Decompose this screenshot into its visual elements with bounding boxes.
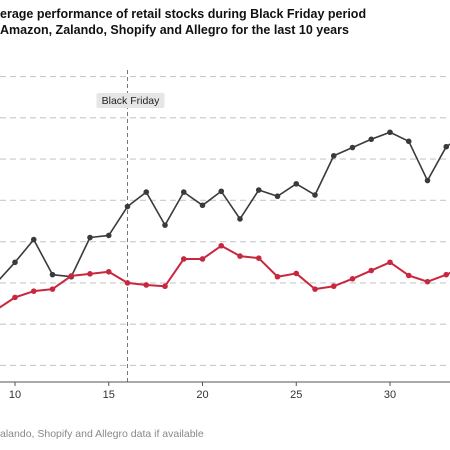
data-point bbox=[218, 242, 225, 249]
data-point bbox=[293, 181, 300, 187]
chart-title-block: erage performance of retail stocks durin… bbox=[0, 7, 450, 38]
x-tick-label: 25 bbox=[290, 389, 302, 401]
x-tick-label: 20 bbox=[196, 389, 208, 401]
data-point bbox=[255, 187, 262, 193]
data-point bbox=[349, 144, 356, 151]
data-point bbox=[387, 259, 393, 266]
series-group bbox=[0, 129, 450, 309]
data-point bbox=[237, 216, 243, 222]
black-friday-label-box bbox=[96, 93, 165, 108]
data-point bbox=[30, 236, 37, 243]
data-point bbox=[87, 234, 93, 241]
chart-caption: alando, Shopify and Allegro data if avai… bbox=[0, 428, 204, 440]
x-tick-label: 15 bbox=[103, 389, 115, 401]
chart-subtitle: Amazon, Zalando, Shopify and Allegro for… bbox=[0, 22, 349, 37]
data-point bbox=[312, 286, 318, 292]
data-point bbox=[330, 152, 337, 159]
data-point bbox=[49, 271, 56, 278]
data-point bbox=[293, 270, 300, 277]
data-point bbox=[143, 282, 150, 288]
data-point bbox=[105, 232, 112, 239]
data-point bbox=[405, 138, 412, 145]
data-point bbox=[124, 203, 131, 210]
data-point bbox=[424, 278, 431, 285]
data-point bbox=[443, 143, 450, 150]
data-point bbox=[124, 280, 131, 286]
data-point bbox=[12, 259, 18, 266]
data-point bbox=[237, 253, 243, 259]
data-point bbox=[255, 255, 262, 261]
data-point bbox=[312, 192, 318, 198]
chart-title: erage performance of retail stocks durin… bbox=[0, 7, 367, 21]
data-point bbox=[274, 193, 281, 200]
data-point bbox=[443, 271, 450, 278]
data-point bbox=[274, 273, 281, 280]
data-point bbox=[387, 129, 393, 136]
x-axis-ticks: 10 15 20 25 30 bbox=[9, 382, 396, 401]
annotation-group: Black Friday bbox=[96, 70, 165, 382]
data-point bbox=[143, 189, 150, 195]
data-point bbox=[162, 283, 168, 290]
data-point bbox=[405, 272, 412, 279]
series-line-1 bbox=[0, 131, 450, 280]
data-point bbox=[349, 275, 356, 282]
data-point bbox=[218, 188, 225, 195]
data-point bbox=[68, 273, 75, 279]
data-point bbox=[49, 286, 56, 292]
data-point bbox=[30, 288, 37, 294]
data-point bbox=[180, 256, 187, 262]
data-point bbox=[330, 283, 337, 290]
data-point bbox=[12, 294, 18, 301]
grid-lines bbox=[0, 75, 450, 367]
data-point bbox=[368, 136, 375, 143]
data-point bbox=[87, 271, 93, 277]
data-point bbox=[199, 256, 206, 262]
series-line-2 bbox=[0, 244, 450, 309]
data-point bbox=[199, 202, 206, 209]
data-point bbox=[368, 267, 375, 274]
black-friday-label: Black Friday bbox=[102, 95, 161, 107]
data-point bbox=[424, 177, 431, 184]
x-tick-label: 10 bbox=[9, 389, 21, 401]
data-point bbox=[162, 222, 168, 228]
data-point bbox=[180, 189, 187, 195]
data-point bbox=[105, 268, 112, 275]
x-tick-label: 30 bbox=[384, 389, 396, 401]
